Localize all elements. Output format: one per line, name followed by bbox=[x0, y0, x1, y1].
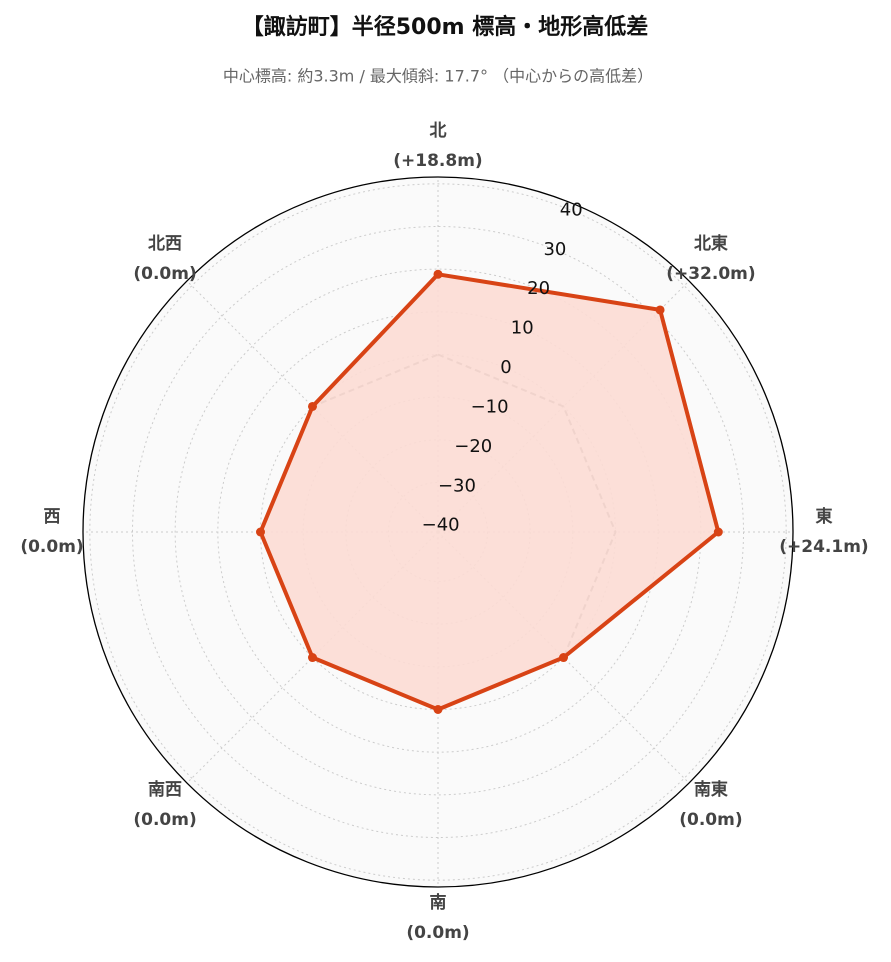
value-label: (0.0m) bbox=[406, 923, 469, 943]
radial-tick-label: −30 bbox=[438, 475, 476, 496]
value-label: (0.0m) bbox=[20, 537, 83, 557]
radar-point bbox=[713, 527, 723, 537]
category-label: 西 bbox=[44, 507, 61, 527]
radial-tick-label: −20 bbox=[454, 436, 492, 457]
radial-tick-label: 20 bbox=[527, 278, 550, 299]
chart-subtitle: 中心標高: 約3.3m / 最大傾斜: 17.7° （中心からの高低差） bbox=[223, 67, 653, 86]
category-label: 北東 bbox=[694, 233, 728, 254]
value-label: (0.0m) bbox=[133, 810, 196, 830]
radar-point bbox=[307, 653, 317, 663]
value-label: (0.0m) bbox=[133, 264, 196, 284]
spoke bbox=[186, 531, 439, 784]
value-label: (+18.8m) bbox=[393, 151, 482, 171]
radial-tick-label: 30 bbox=[543, 239, 566, 260]
category-label: 南西 bbox=[148, 779, 182, 800]
category-label: 北 bbox=[430, 121, 447, 141]
category-label: 東 bbox=[816, 506, 833, 527]
value-label: (+24.1m) bbox=[779, 537, 868, 557]
grid-circle bbox=[89, 183, 787, 881]
radar-point bbox=[433, 705, 443, 714]
category-label: 南 bbox=[430, 892, 447, 913]
radial-tick-label: −10 bbox=[471, 396, 509, 417]
category-label: 南東 bbox=[694, 779, 728, 800]
radar-point bbox=[655, 305, 665, 315]
radar-point bbox=[307, 401, 317, 411]
radar-point bbox=[433, 269, 443, 279]
spoke bbox=[437, 531, 690, 784]
radial-tick-label: 0 bbox=[500, 357, 511, 378]
category-label: 北西 bbox=[148, 234, 182, 254]
value-label: (+32.0m) bbox=[666, 264, 755, 284]
spoke bbox=[186, 280, 439, 533]
radial-tick-label: −40 bbox=[422, 515, 460, 536]
radial-tick-label: 10 bbox=[511, 318, 534, 339]
radar-point bbox=[256, 527, 265, 537]
radar-point bbox=[559, 653, 569, 663]
radial-tick-label: 40 bbox=[560, 199, 583, 220]
polar-frame bbox=[82, 176, 794, 888]
chart-title: 【諏訪町】半径500m 標高・地形高低差 bbox=[242, 14, 649, 40]
value-label: (0.0m) bbox=[679, 810, 742, 830]
